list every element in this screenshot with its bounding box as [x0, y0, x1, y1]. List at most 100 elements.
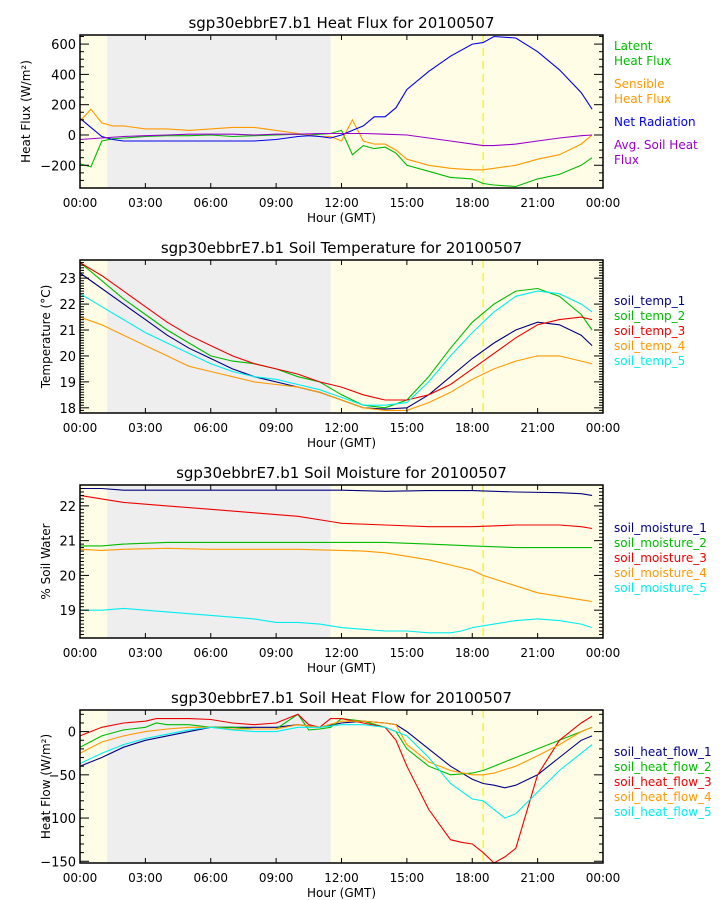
x-tick-label: 12:00: [324, 196, 359, 210]
x-axis-label: Hour (GMT): [307, 886, 376, 900]
series-line-net-radiation: [79, 35, 593, 142]
y-tick-label: 22: [59, 500, 76, 515]
night-band: [107, 35, 331, 188]
x-tick-label: 15:00: [390, 196, 425, 210]
x-tick-label: 06:00: [193, 646, 228, 660]
x-tick-label: 18:00: [455, 196, 490, 210]
x-tick-label: 09:00: [259, 646, 294, 660]
series-line-soil-moisture-2: [80, 541, 593, 549]
y-tick-label: −100: [40, 812, 76, 827]
legend-entry: soil_moisture_2: [614, 536, 707, 550]
legend-entry: Flux: [614, 153, 639, 167]
legend-entry: soil_temp_5: [614, 354, 685, 368]
y-tick-label: 600: [51, 38, 76, 53]
y-tick-label: 19: [59, 376, 76, 391]
y-tick-label: −150: [40, 855, 76, 870]
series-line-soil-moisture-5: [80, 607, 593, 634]
y-axis-label: Temperature (°C): [39, 285, 53, 390]
legend-entry: soil_moisture_5: [614, 581, 707, 595]
legend-entry: Heat Flux: [614, 92, 671, 106]
x-tick-label: 00:00: [63, 871, 98, 885]
x-tick-label: 03:00: [128, 421, 163, 435]
series-line-soil-temp-3: [79, 262, 593, 401]
x-tick-label: 12:00: [324, 421, 359, 435]
y-tick-label: 19: [59, 604, 76, 619]
x-tick-label: 15:00: [390, 646, 425, 660]
series-line-sensible-heat-flux: [79, 108, 593, 171]
x-tick-label: 12:00: [324, 871, 359, 885]
y-tick-label: 22: [59, 298, 76, 313]
x-tick-label: 18:00: [455, 421, 490, 435]
y-tick-label: 0: [68, 129, 76, 144]
night-band: [107, 260, 331, 413]
series-line-soil-heat-flow-5: [79, 724, 593, 819]
y-tick-label: −200: [40, 159, 76, 174]
night-band: [107, 485, 331, 638]
chart-title: sgp30ebbrE7.b1 Soil Temperature for 2010…: [161, 239, 522, 257]
x-tick-label: 03:00: [128, 196, 163, 210]
legend-entry: soil_heat_flow_5: [614, 805, 712, 819]
x-tick-label: 00:00: [586, 871, 621, 885]
x-tick-label: 09:00: [259, 421, 294, 435]
y-tick-label: 400: [51, 68, 76, 83]
series-line-soil-moisture-4: [79, 547, 593, 603]
x-tick-label: 06:00: [193, 196, 228, 210]
legend-entry: soil_moisture_3: [614, 551, 707, 565]
x-tick-label: 21:00: [520, 646, 555, 660]
chart-panel-1: 00:00 03:00 06:00 09:00 12:00 15:00 18:00 21:00…: [19, 14, 698, 225]
x-axis-label: Hour (GMT): [307, 211, 376, 225]
legend-entry: soil_temp_4: [614, 339, 685, 353]
y-axis-label: Heat Flow (W/m²): [39, 734, 53, 839]
x-axis-label: Hour (GMT): [307, 661, 376, 675]
chart-title: sgp30ebbrE7.b1 Soil Heat Flow for 201005…: [171, 689, 512, 707]
y-axis-label: % Soil Water: [39, 523, 53, 599]
x-tick-label: 03:00: [128, 646, 163, 660]
legend-entry: soil_temp_2: [614, 309, 685, 323]
legend-entry: Latent: [614, 39, 653, 53]
legend-entry: soil_heat_flow_1: [614, 745, 712, 759]
legend-entry: Heat Flux: [614, 54, 671, 68]
y-tick-label: 200: [51, 99, 76, 114]
x-tick-label: 18:00: [455, 646, 490, 660]
x-tick-label: 21:00: [520, 196, 555, 210]
x-tick-label: 18:00: [455, 871, 490, 885]
chart-panel-2: 00:00 03:00 06:00 09:00 12:00 15:00 18:00 21:00…: [39, 239, 685, 450]
x-tick-label: 00:00: [586, 646, 621, 660]
y-axis-label: Heat Flux (W/m²): [19, 60, 33, 163]
x-tick-label: 00:00: [586, 421, 621, 435]
series-line-soil-temp-2: [79, 262, 593, 409]
series-line-avg-soil-heat-flux: [79, 132, 593, 147]
series-line-soil-moisture-1: [80, 487, 593, 496]
chart-title: sgp30ebbrE7.b1 Soil Moisture for 2010050…: [176, 464, 507, 482]
x-tick-label: 00:00: [63, 196, 98, 210]
legend-entry: Sensible: [614, 77, 665, 91]
series-line-soil-heat-flow-4: [79, 720, 593, 776]
night-band: [107, 710, 331, 863]
y-tick-label: 20: [59, 350, 76, 365]
series-line-soil-temp-4: [79, 316, 593, 411]
chart-title: sgp30ebbrE7.b1 Heat Flux for 20100507: [188, 14, 494, 32]
y-tick-label: 21: [59, 324, 76, 339]
x-tick-label: 21:00: [520, 871, 555, 885]
x-tick-label: 00:00: [63, 646, 98, 660]
y-tick-label: 18: [59, 402, 76, 417]
x-tick-label: 15:00: [390, 871, 425, 885]
series-line-latent-heat-flux: [79, 129, 593, 188]
x-axis-label: Hour (GMT): [307, 436, 376, 450]
legend-entry: soil_moisture_1: [614, 521, 707, 535]
legend-entry: soil_heat_flow_2: [614, 760, 712, 774]
x-tick-label: 06:00: [193, 421, 228, 435]
x-tick-label: 12:00: [324, 646, 359, 660]
chart-panel-3: 00:00 03:00 06:00 09:00 12:00 15:00 18:00 21:00…: [39, 464, 707, 675]
legend-entry: soil_heat_flow_4: [614, 790, 712, 804]
x-tick-label: 15:00: [390, 421, 425, 435]
x-tick-label: 21:00: [520, 421, 555, 435]
y-tick-label: 20: [59, 569, 76, 584]
x-tick-label: 09:00: [259, 871, 294, 885]
x-tick-label: 00:00: [63, 421, 98, 435]
legend-entry: soil_temp_1: [614, 294, 685, 308]
legend-entry: Net Radiation: [614, 115, 696, 129]
y-tick-label: 21: [59, 535, 76, 550]
legend-entry: soil_heat_flow_3: [614, 775, 712, 789]
